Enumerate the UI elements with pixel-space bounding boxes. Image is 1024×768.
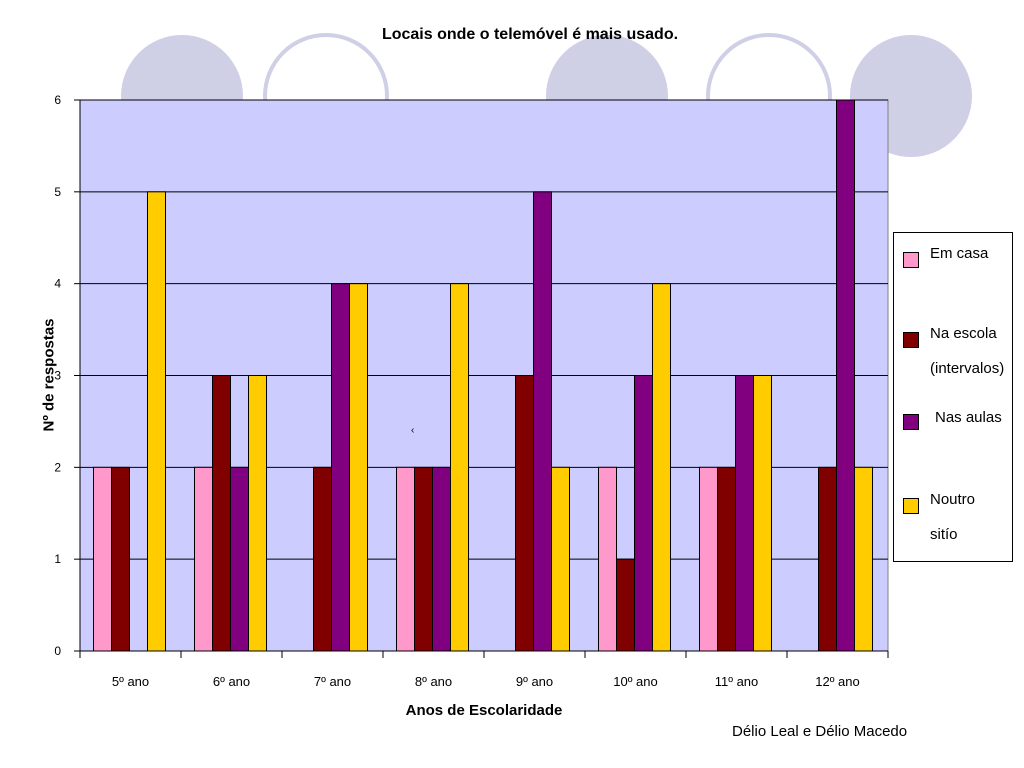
y-tick-label: 1 <box>54 552 61 566</box>
legend-label-line-2: sitío <box>930 526 958 543</box>
x-tick-label: 6º ano <box>213 674 250 689</box>
legend-label-line-1: Na escola <box>930 325 997 342</box>
bar-5ano-s3 <box>147 191 166 652</box>
legend: Em casa Na escola (intervalos) Nas aulas… <box>893 232 1013 562</box>
x-tick-label: 10º ano <box>613 674 658 689</box>
x-tick-labels: 5º ano 6º ano 7º ano 8º ano 9º ano 10º ano 11º… <box>79 651 889 689</box>
bar-10ano-s0 <box>598 466 617 652</box>
x-tick-label: 5º ano <box>112 674 149 689</box>
bar-12ano-s3 <box>854 466 873 652</box>
stray-mark: ‹ <box>411 425 415 436</box>
bars <box>93 99 873 652</box>
bar-10ano-s3 <box>652 283 671 652</box>
x-tick-label: 9º ano <box>516 674 553 689</box>
bar-8ano-s0 <box>396 466 415 652</box>
bar-8ano-s1 <box>414 466 433 652</box>
x-tick-label: 11º ano <box>715 674 759 689</box>
legend-swatch <box>903 414 919 430</box>
y-tick-label: 4 <box>54 277 61 291</box>
bar-7ano-s1 <box>313 466 332 652</box>
y-tick-label: 3 <box>54 369 61 383</box>
author-credit: Délio Leal e Délio Macedo <box>732 723 908 740</box>
bar-6ano-s2 <box>230 466 249 652</box>
y-tick-label: 0 <box>54 644 61 658</box>
bar-7ano-s3 <box>349 283 368 652</box>
bar-6ano-s1 <box>212 375 231 652</box>
bar-11ano-s2 <box>735 375 754 652</box>
bar-9ano-s2 <box>533 191 552 652</box>
bar-9ano-s1 <box>515 375 534 652</box>
bar-5ano-s0 <box>93 466 112 652</box>
chart-title: Locais onde o telemóvel é mais usado. <box>381 26 679 43</box>
bar-11ano-s1 <box>717 466 736 652</box>
bar-8ano-s3 <box>450 283 469 652</box>
legend-label: Nas aulas <box>935 409 1002 426</box>
y-tick-label: 5 <box>54 185 61 199</box>
legend-label: Em casa <box>930 245 989 262</box>
y-tick-label: 6 <box>54 93 61 107</box>
legend-swatch <box>903 332 919 348</box>
bar-12ano-s1 <box>818 466 837 652</box>
y-tick-labels: 0 1 2 3 4 5 6 <box>54 93 80 658</box>
legend-label-line-2: (intervalos) <box>930 360 1005 377</box>
bar-6ano-s0 <box>194 466 213 652</box>
bar-12ano-s2 <box>836 99 855 652</box>
x-tick-label: 12º ano <box>815 674 860 689</box>
y-tick-label: 2 <box>54 460 61 474</box>
legend-label-line-1: Noutro <box>930 491 976 508</box>
bar-10ano-s2 <box>634 375 653 652</box>
x-tick-label: 8º ano <box>415 674 452 689</box>
bar-11ano-s3 <box>753 375 772 652</box>
bar-5ano-s1 <box>111 466 130 652</box>
x-axis-label: Anos de Escolaridade <box>405 702 563 719</box>
y-axis-label: Nº de respostas <box>40 318 58 432</box>
bar-10ano-s1 <box>616 558 635 652</box>
legend-swatch <box>903 498 919 514</box>
x-tick-label: 7º ano <box>314 674 351 689</box>
bar-8ano-s2 <box>432 466 451 652</box>
bar-7ano-s2 <box>331 283 350 652</box>
bar-9ano-s3 <box>551 466 570 652</box>
bar-11ano-s0 <box>699 466 718 652</box>
legend-swatch <box>903 252 919 268</box>
bar-6ano-s3 <box>248 375 267 652</box>
